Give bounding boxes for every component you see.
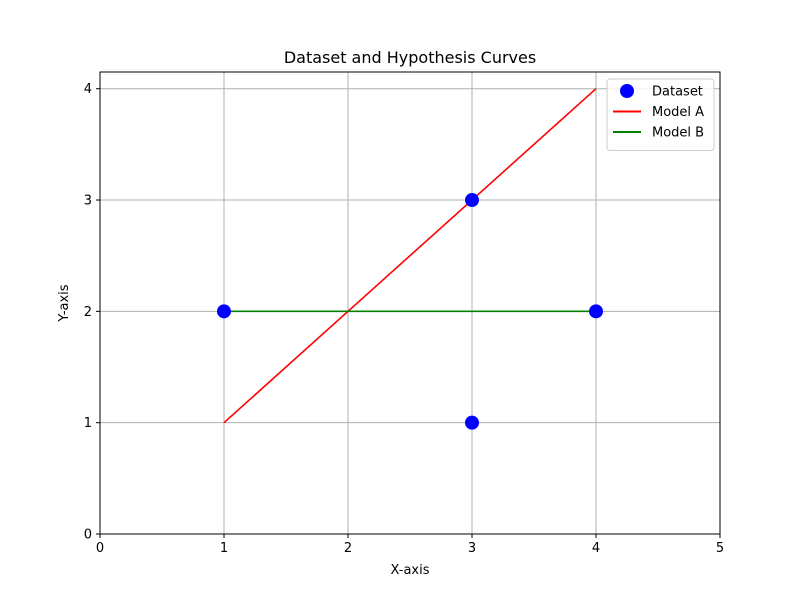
chart-title: Dataset and Hypothesis Curves	[284, 48, 536, 67]
x-tick-label: 2	[344, 541, 352, 556]
data-point	[465, 415, 479, 430]
series-layer	[217, 88, 603, 430]
data-point	[465, 193, 479, 208]
plot-frame	[99, 71, 721, 535]
series-line-model-a	[223, 88, 597, 424]
y-axis-label: Y-axis	[57, 284, 72, 322]
legend-label: Model A	[652, 105, 704, 120]
x-tick-label: 0	[96, 541, 104, 556]
legend-label: Dataset	[652, 85, 703, 100]
legend-marker	[620, 84, 634, 98]
y-tick-label: 2	[84, 305, 92, 320]
x-tick-label: 5	[716, 541, 724, 556]
ticks: 0 1 2 3 4 5 0 1 2 3 4	[84, 82, 724, 556]
x-axis-label: X-axis	[391, 563, 430, 578]
x-tick-label: 1	[220, 541, 228, 556]
data-point	[217, 304, 231, 319]
y-tick-label: 3	[84, 194, 92, 209]
legend: Dataset Model A Model B	[606, 78, 715, 151]
x-tick-label: 3	[468, 541, 476, 556]
legend-label: Model B	[652, 126, 704, 141]
y-tick-label: 0	[84, 528, 92, 543]
y-tick-label: 1	[84, 416, 92, 431]
x-tick-label: 4	[592, 541, 600, 556]
data-point	[589, 304, 603, 319]
y-tick-label: 4	[84, 82, 92, 97]
